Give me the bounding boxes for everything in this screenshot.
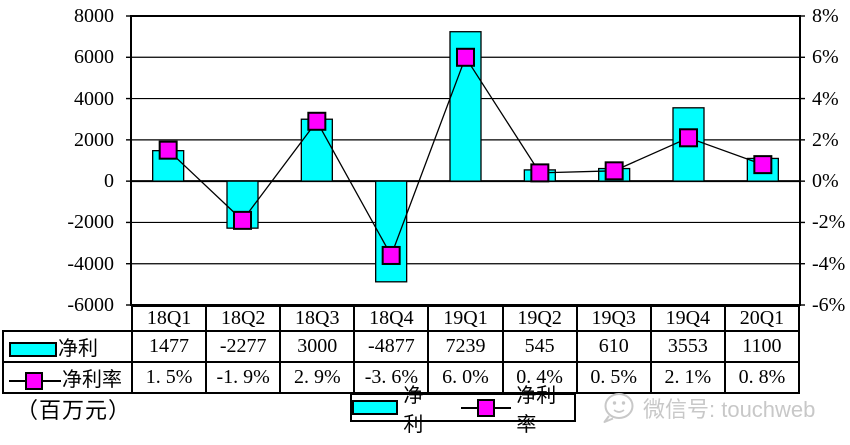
table-cell: 3000 xyxy=(279,330,356,363)
left-axis-tick-label: 0 xyxy=(104,170,114,193)
net-margin-key-swatch xyxy=(9,372,61,390)
table-cell: -1. 9% xyxy=(205,361,282,394)
table-header-cell: 19Q4 xyxy=(649,305,726,332)
unit-label: （百万元） xyxy=(16,398,132,423)
marker-18Q2 xyxy=(233,210,252,230)
series-name-label: 净利率 xyxy=(62,369,122,391)
right-axis-tick-label: -6% xyxy=(812,294,846,316)
table-header-cell: 18Q1 xyxy=(130,305,208,332)
net-profit-legend-swatch xyxy=(352,400,399,415)
right-axis-tick-label: 8% xyxy=(812,5,839,27)
table-cell: 0. 8% xyxy=(723,361,801,394)
table-cell: 2. 1% xyxy=(649,361,726,394)
table-row-label: 净利率 xyxy=(2,361,133,394)
left-axis-tick-label: 2000 xyxy=(74,128,114,151)
table-header-cell: 19Q2 xyxy=(501,305,578,332)
table-cell: 7239 xyxy=(427,330,504,363)
marker-18Q1 xyxy=(158,140,178,160)
left-axis-tick-label: 4000 xyxy=(74,87,114,110)
wechat-icon xyxy=(603,393,634,423)
bar-18Q3 xyxy=(300,118,333,182)
table-cell: 610 xyxy=(575,330,652,363)
table-header-cell: 18Q2 xyxy=(205,305,282,332)
table-cell: -3. 6% xyxy=(353,361,430,394)
right-axis-tick-label: 4% xyxy=(812,87,839,110)
table-header-cell: 19Q3 xyxy=(575,305,652,332)
table-header-cell: 18Q4 xyxy=(353,305,430,332)
key-marker-icon xyxy=(25,372,43,390)
table-cell: -2277 xyxy=(205,330,282,363)
table-cell: 2. 9% xyxy=(279,361,356,394)
chart-legend: 净利 净利率 xyxy=(350,385,576,436)
marker-19Q3 xyxy=(604,161,624,181)
right-axis-tick-label: 6% xyxy=(812,46,839,69)
marker-19Q2 xyxy=(530,163,550,183)
bar-18Q4 xyxy=(375,180,408,283)
plot-border xyxy=(130,15,801,306)
left-axis-tick-label: 6000 xyxy=(74,46,114,69)
left-axis-tick-label: -6000 xyxy=(67,294,114,316)
left-axis-tick-label: -2000 xyxy=(67,211,114,234)
right-axis-tick-label: 0% xyxy=(812,170,839,193)
table-cell: 6. 0% xyxy=(427,361,504,394)
table-row-label: 净利 xyxy=(2,330,133,363)
legend-marker-icon xyxy=(477,398,496,417)
marker-18Q3 xyxy=(307,111,327,131)
data-table: 18Q1 18Q2 18Q3 18Q4 19Q1 19Q2 19Q3 19Q4 20Q1 净利 14… xyxy=(2,305,801,394)
table-cell: 545 xyxy=(501,330,578,363)
left-axis-tick-label: -4000 xyxy=(67,252,114,275)
table-cell: 0. 4% xyxy=(501,361,578,394)
table-cell: 0. 5% xyxy=(575,361,652,394)
table-header-cell: 18Q3 xyxy=(279,305,356,332)
net-margin-legend-swatch xyxy=(461,398,512,417)
watermark-text: 微信号: touchweb xyxy=(643,397,816,422)
table-cell: 3553 xyxy=(649,330,726,363)
table-cell: -4877 xyxy=(353,330,430,363)
marker-20Q1 xyxy=(753,155,773,175)
watermark: 微信号: touchweb xyxy=(598,390,815,426)
net-profit-legend-label: 净利 xyxy=(403,384,424,436)
table-corner-blank xyxy=(3,306,132,331)
table-cell: 1100 xyxy=(723,330,801,363)
right-axis-tick-label: -2% xyxy=(812,211,846,234)
marker-19Q4 xyxy=(679,128,698,148)
series-name-label: 净利 xyxy=(58,338,98,360)
table-header-cell: 20Q1 xyxy=(723,305,801,332)
table-cell: 1477 xyxy=(130,330,208,363)
marker-18Q4 xyxy=(381,245,401,265)
left-axis-tick-label: 8000 xyxy=(74,5,114,27)
net-margin-legend-label: 净利率 xyxy=(516,384,557,436)
marker-19Q1 xyxy=(456,47,475,67)
right-axis-tick-label: 2% xyxy=(812,128,839,151)
table-cell: 1. 5% xyxy=(130,361,208,394)
net-profit-key-swatch xyxy=(9,342,57,357)
right-axis-tick-label: -4% xyxy=(812,252,846,275)
table-header-cell: 19Q1 xyxy=(427,305,504,332)
